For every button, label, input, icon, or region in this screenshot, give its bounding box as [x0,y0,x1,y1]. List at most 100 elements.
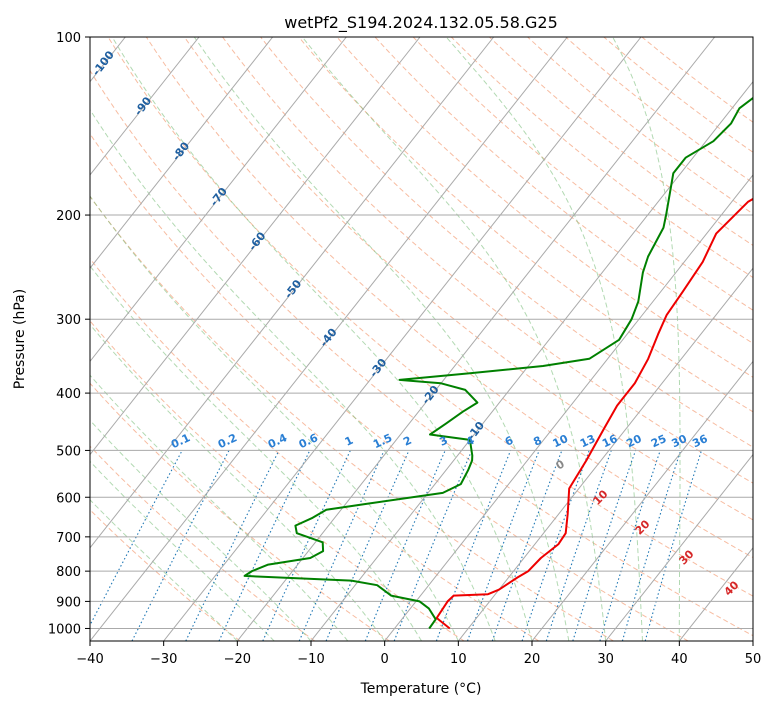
dry-adiabat [260,37,753,448]
moist-adiabat [90,323,386,641]
dry-adiabat [641,37,753,123]
mixing-ratio-label: 25 [649,432,668,450]
mixing-ratio-label: 0.2 [216,431,239,451]
mixing-ratio-line [325,450,410,641]
isotherm-gridline [384,174,753,641]
y-tick-label: 1000 [48,622,81,637]
dewpoint-profile-line [243,96,753,630]
dry-adiabat [107,37,753,597]
moist-adiabat [90,108,496,641]
grid-labels: -100-90-80-70-60-50-40-30-20-100.1 0.2 0.4… [90,48,742,598]
dry-adiabat [527,37,753,215]
mixing-ratio-line [364,450,446,641]
x-tick-label: 20 [524,652,541,667]
mixing-ratio-line [599,450,661,641]
dry-adiabat [145,37,753,559]
dry-adiabat [90,195,614,641]
moist-adiabat [90,419,312,641]
moist-adiabat-label: 0 [554,457,567,472]
dry-adiabat [90,445,315,641]
y-tick-label: 900 [56,595,81,610]
y-axis-label: Pressure (hPa) [12,289,28,389]
isotherm-gridline [457,267,753,641]
plot-frame [89,36,754,642]
x-tick-label: 40 [671,652,688,667]
dry-adiabat [90,69,753,637]
x-tick-label: −10 [297,652,324,667]
dry-adiabat [90,320,465,641]
dry-adiabat [183,37,753,521]
x-axis-label: Temperature (°C) [360,681,482,697]
x-tick-label: 0 [381,652,389,667]
x-tick-label: 30 [597,652,614,667]
y-tick-label: 500 [56,444,81,459]
isotherm-gridline [163,37,642,641]
mixing-ratio-line [521,450,590,641]
dry-adiabat [412,37,753,311]
moist-adiabat [90,195,459,641]
chart-title: wetPf2_S194.2024.132.05.58.G25 [284,13,558,33]
dry-adiabat [489,37,753,247]
mixing-ratio-label: 16 [600,432,620,450]
moist-adiabat [90,265,422,641]
mixing-ratio-label: 1 [343,434,355,449]
mixing-ratio-label: 36 [690,432,710,450]
isotherm-gridline [90,37,568,641]
x-tick-label: 50 [745,652,762,667]
x-tick-label: −40 [76,652,103,667]
mixing-ratio-line [90,450,183,627]
y-tick-label: 800 [56,565,81,580]
moist-adiabat [111,37,533,641]
moist-adiabat [445,37,643,641]
grid-lines [90,37,753,641]
dry-adiabat-label: 10 [591,487,611,507]
dry-adiabat [90,257,540,641]
mixing-ratio-label: 30 [670,432,690,450]
x-tick-label: −20 [224,652,251,667]
dry-adiabat [90,133,689,641]
mixing-ratio-line [621,450,682,641]
mixing-ratio-line [298,450,385,641]
y-tick-label: 200 [56,209,81,224]
y-tick-label: 300 [56,313,81,328]
mixing-ratio-line [435,450,512,641]
isotherm-gridline [236,37,716,641]
isotherm-gridline [752,640,753,641]
moist-adiabat [301,37,607,641]
mixing-ratio-line [466,450,540,641]
mixing-ratio-label: 20 [624,432,644,450]
axes: −40 −30 −20 −10 0 10 20 30 40 5010009008007006005… [48,31,761,667]
dry-adiabat [565,37,753,184]
moist-adiabat [90,460,275,641]
mixing-ratio-label: 1.5 [371,431,394,451]
mixing-ratio-line [131,450,230,641]
isotherm-gridline [90,37,421,456]
y-tick-label: 600 [56,491,81,506]
moist-adiabat [612,37,681,641]
temperature-profile-line [435,197,753,630]
mixing-ratio-label: 0.1 [169,431,192,451]
isotherm-gridline [90,37,274,269]
x-tick-label: −30 [150,652,177,667]
isotherm-gridline [605,453,753,641]
y-tick-label: 400 [56,387,81,402]
mixing-ratio-label: 10 [551,432,571,450]
dry-adiabat [222,37,753,484]
moist-adiabat [193,37,570,641]
dry-adiabat [336,37,753,378]
mixing-ratio-line [262,450,351,641]
mixing-ratio-line [572,450,637,641]
y-tick-label: 100 [56,31,81,46]
isotherm-gridline [90,37,347,363]
dry-adiabat [90,509,241,641]
data-lines [243,96,753,630]
mixing-ratio-line [491,450,563,641]
moist-adiabat [90,374,349,641]
mixing-ratio-label: 2 [401,434,413,449]
dry-adiabat-label: 40 [722,578,742,598]
isotherm-gridline [90,37,495,549]
dry-adiabat [603,37,753,153]
mixing-ratio-line [218,450,311,641]
dry-adiabat [374,37,753,344]
